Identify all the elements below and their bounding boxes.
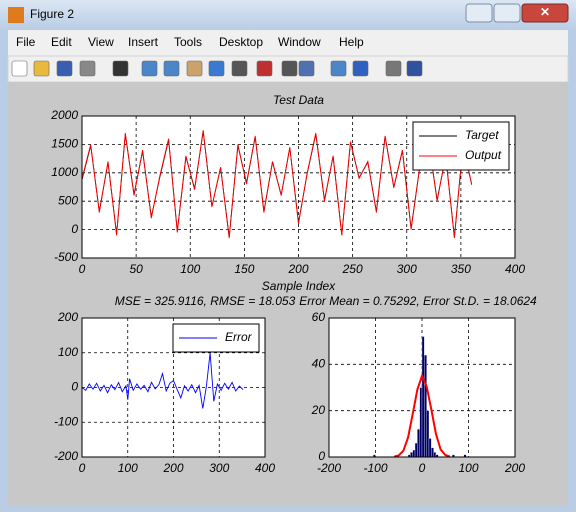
toolbar-button[interactable] bbox=[352, 60, 369, 77]
y-tick-label: 20 bbox=[311, 403, 326, 417]
x-tick-label: 50 bbox=[129, 262, 143, 276]
y-tick-label: 0 bbox=[71, 222, 78, 236]
y-tick-label: -100 bbox=[54, 414, 78, 428]
y-tick-label: 0 bbox=[71, 380, 78, 394]
axes-frame bbox=[81, 317, 266, 458]
x-tick-label: -200 bbox=[317, 461, 341, 475]
legend-label: Error bbox=[225, 330, 253, 344]
x-tick-label: 0 bbox=[419, 461, 426, 475]
y-tick-label: 60 bbox=[312, 310, 326, 324]
y-tick-label: 1000 bbox=[51, 165, 78, 179]
toolbar-button[interactable] bbox=[79, 60, 96, 77]
histogram-bar bbox=[419, 387, 423, 458]
menu-bar bbox=[8, 30, 568, 56]
x-tick-label: 100 bbox=[118, 461, 138, 475]
x-tick-label: 400 bbox=[255, 461, 275, 475]
toolbar-button[interactable] bbox=[186, 60, 203, 77]
toolbar-button[interactable] bbox=[330, 60, 347, 77]
y-tick-label: 1500 bbox=[51, 137, 78, 151]
histogram-bar bbox=[428, 438, 432, 458]
histogram-bar bbox=[431, 447, 434, 458]
toolbar-button[interactable] bbox=[385, 60, 402, 77]
toolbar-button[interactable] bbox=[33, 60, 50, 77]
x-tick-label: 300 bbox=[397, 262, 417, 276]
x-tick-label: 100 bbox=[180, 262, 200, 276]
x-tick-label: 200 bbox=[287, 262, 308, 276]
menu-item[interactable]: View bbox=[88, 35, 114, 49]
menu-item[interactable]: Window bbox=[278, 35, 321, 49]
window-title: Figure 2 bbox=[30, 7, 74, 21]
x-tick-label: 200 bbox=[504, 461, 525, 475]
legend-label: Output bbox=[465, 148, 502, 162]
close-icon: ✕ bbox=[540, 5, 550, 19]
x-tick-label: 400 bbox=[505, 262, 525, 276]
x-tick-label: 300 bbox=[209, 461, 229, 475]
toolbar-button[interactable] bbox=[112, 60, 129, 77]
toolbar-button[interactable] bbox=[141, 60, 158, 77]
toolbar-button[interactable] bbox=[298, 60, 315, 77]
axes-frame bbox=[328, 317, 516, 458]
toolbar-button[interactable] bbox=[163, 60, 180, 77]
chart-title: Test Data bbox=[273, 93, 324, 107]
x-tick-label: 150 bbox=[234, 262, 254, 276]
x-tick-label: 350 bbox=[451, 262, 471, 276]
axes-frame bbox=[81, 115, 516, 259]
y-tick-label: 2000 bbox=[50, 108, 78, 122]
app-icon bbox=[8, 7, 24, 23]
y-tick-label: 100 bbox=[58, 345, 78, 359]
fit-curve bbox=[393, 373, 451, 458]
minimize-button[interactable] bbox=[465, 3, 493, 23]
x-tick-label: 200 bbox=[162, 461, 183, 475]
chart-title: Error Mean = 0.75292, Error St.D. = 18.0… bbox=[299, 294, 537, 308]
toolbar-button[interactable] bbox=[281, 60, 298, 77]
toolbar-button[interactable] bbox=[256, 60, 273, 77]
x-tick-label: 0 bbox=[79, 262, 86, 276]
x-tick-label: 250 bbox=[342, 262, 363, 276]
menu-item[interactable]: Tools bbox=[174, 35, 202, 49]
menu-item[interactable]: File bbox=[16, 35, 36, 49]
x-tick-label: 0 bbox=[79, 461, 86, 475]
menu-item[interactable]: Help bbox=[339, 35, 364, 49]
x-tick-label: 100 bbox=[458, 461, 478, 475]
toolbar-button[interactable] bbox=[56, 60, 73, 77]
y-tick-label: 500 bbox=[58, 193, 78, 207]
histogram-bar bbox=[421, 336, 425, 458]
menu-item[interactable]: Insert bbox=[128, 35, 159, 49]
menu-item[interactable]: Desktop bbox=[219, 35, 263, 49]
histogram-bar bbox=[410, 452, 413, 458]
x-tick-label: -100 bbox=[363, 461, 387, 475]
toolbar-button[interactable] bbox=[231, 60, 248, 77]
legend-label: Target bbox=[465, 128, 499, 142]
y-tick-label: 40 bbox=[312, 357, 326, 371]
menu-item[interactable]: Edit bbox=[51, 35, 72, 49]
close-button[interactable] bbox=[521, 3, 569, 23]
data-line bbox=[81, 130, 473, 239]
histogram-bar bbox=[412, 449, 416, 458]
y-tick-label: 200 bbox=[57, 310, 78, 324]
maximize-button[interactable] bbox=[493, 3, 521, 23]
y-tick-label: -200 bbox=[54, 449, 78, 463]
y-tick-label: -500 bbox=[54, 250, 78, 264]
toolbar-button[interactable] bbox=[11, 60, 28, 77]
x-axis-label: Sample Index bbox=[262, 279, 336, 293]
histogram-bar bbox=[433, 452, 437, 458]
toolbar-button[interactable] bbox=[406, 60, 423, 77]
y-tick-label: 0 bbox=[318, 449, 325, 463]
data-line bbox=[81, 352, 244, 409]
toolbar-button[interactable] bbox=[208, 60, 225, 77]
histogram-bar bbox=[414, 442, 418, 458]
chart-title: MSE = 325.9116, RMSE = 18.053 bbox=[115, 294, 296, 308]
histogram-bar bbox=[424, 354, 427, 458]
histogram-bar bbox=[426, 410, 430, 458]
legend-box bbox=[412, 121, 510, 171]
histogram-bar bbox=[417, 429, 420, 458]
